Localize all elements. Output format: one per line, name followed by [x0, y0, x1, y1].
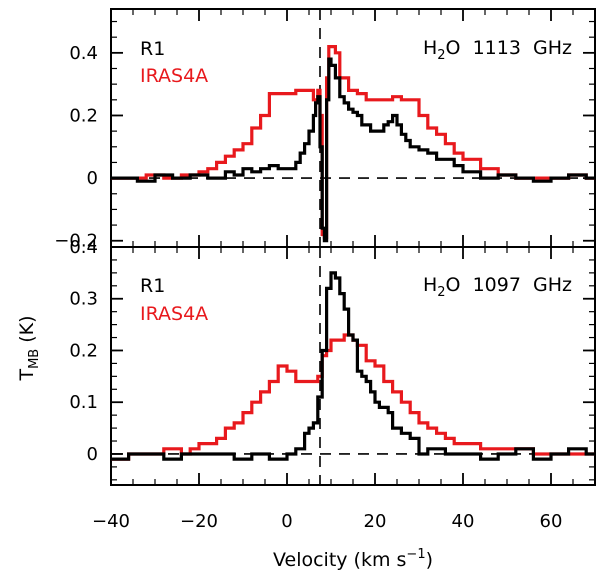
top-ytick-label: −0.2 [54, 231, 98, 252]
bottom-legend-iras4a: IRAS4A [140, 303, 208, 325]
bottom-title-rest: O 1097 GHz [446, 274, 572, 296]
bottom-ytick-label: 0.2 [69, 340, 98, 361]
bottom-xtick-label: −20 [180, 511, 218, 532]
top-title-base: H [423, 37, 437, 59]
y-axis-title-base: T [16, 369, 38, 382]
bottom-ytick-label: 0 [87, 444, 98, 465]
x-axis-title: Velocity (km s−1) [273, 547, 433, 571]
top-title-rest: O 1113 GHz [446, 37, 572, 59]
x-axis-title-sup: −1 [406, 547, 425, 562]
y-axis-title-sub: MB [27, 349, 42, 369]
bottom-series-r1 [111, 271, 595, 461]
bottom-ytick-label: 0.1 [69, 392, 98, 413]
top-legend-r1: R1 [140, 38, 165, 60]
bottom-series-group [111, 271, 595, 461]
bottom-legend-r1: R1 [140, 275, 165, 297]
top-series-group [111, 45, 595, 243]
bottom-xtick-label: 40 [452, 511, 475, 532]
x-axis-title-base: Velocity (km s [273, 549, 406, 571]
top-ytick-label: 0 [87, 168, 98, 189]
top-ytick-label: 0.2 [69, 105, 98, 126]
top-panel-title: H2O 1113 GHz [423, 37, 572, 63]
bottom-title-base: H [423, 274, 437, 296]
top-series-r1 [111, 57, 595, 243]
bottom-xtick-label: 0 [281, 511, 292, 532]
y-axis-title-rest: (K) [16, 315, 38, 348]
chart-marks: −0.2 0 0.2 0.4 0 0.1 0.2 0.3 0.4 −40 −20 0 20 40 60 [54, 9, 596, 532]
bottom-series-iras4a [111, 333, 595, 461]
bottom-ytick-label: 0.4 [69, 237, 98, 258]
y-axis-title: TMB (K) [16, 315, 42, 381]
bottom-panel-title: H2O 1097 GHz [423, 274, 572, 300]
top-legend-iras4a: IRAS4A [140, 65, 208, 87]
bottom-xtick-label: −40 [92, 511, 130, 532]
x-axis-title-end: ) [426, 549, 433, 571]
bottom-xtick-label: 20 [364, 511, 387, 532]
bottom-ytick-label: 0.3 [69, 289, 98, 310]
top-title-sub: 2 [437, 48, 445, 63]
bottom-xtick-label: 60 [540, 511, 563, 532]
bottom-title-sub: 2 [437, 285, 445, 300]
top-ytick-label: 0.4 [69, 43, 98, 64]
